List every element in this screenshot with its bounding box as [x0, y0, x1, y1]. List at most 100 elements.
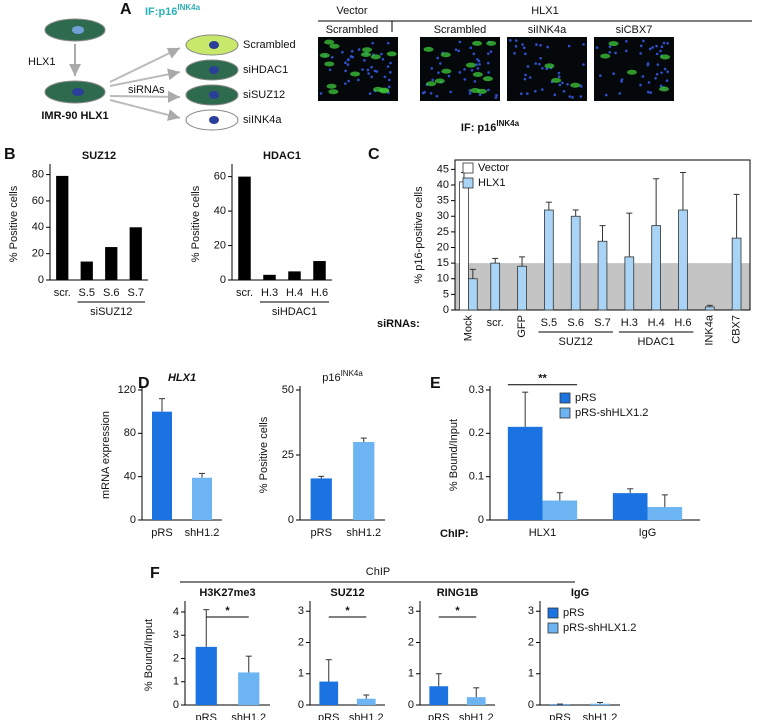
stain-dot — [570, 82, 581, 88]
x-tick-label: S.7 — [594, 317, 611, 329]
bar — [597, 240, 608, 311]
x-tick-label: HLX1 — [529, 527, 557, 539]
y-tick-label: 10 — [437, 273, 449, 285]
y-tick-label: 40 — [32, 221, 44, 233]
nucleus-dot — [620, 80, 623, 83]
stain-dot — [472, 40, 483, 46]
caption-sup: INK4a — [496, 119, 519, 128]
chart-title-text: H3K27me3 — [199, 587, 255, 599]
legend-swatch — [547, 607, 559, 619]
nucleus-dot — [522, 46, 526, 50]
image-label: Scrambled — [434, 24, 487, 36]
y-tick-label: 1 — [173, 676, 179, 688]
bar — [651, 225, 661, 311]
y-tick-label: 20 — [32, 248, 44, 260]
bar — [429, 686, 449, 705]
nucleus-dot — [370, 65, 373, 69]
bar — [678, 209, 688, 311]
nucleus-dot — [486, 61, 490, 65]
nucleus-dot — [599, 74, 602, 77]
y-tick-label: 2 — [173, 652, 179, 664]
chart-title-text: SUZ12 — [330, 587, 364, 599]
nucleus-dot — [509, 39, 512, 42]
legend-label: Vector — [478, 162, 510, 174]
x-tick-label: pRS — [196, 712, 217, 720]
y-tick-label: 1 — [408, 668, 414, 680]
nucleus-dot — [546, 45, 549, 49]
nucleus-dot — [431, 78, 434, 82]
legend-swatch — [547, 622, 559, 634]
stain-dot — [423, 46, 434, 52]
y-axis-label: % p16-positive cells — [413, 186, 425, 284]
nucleus-dot — [357, 48, 361, 51]
stain-dot — [441, 68, 452, 74]
nucleus — [209, 91, 219, 99]
bar — [238, 176, 251, 280]
x-tick-label: shH1.2 — [185, 527, 220, 539]
y-tick-label: 3 — [528, 605, 534, 617]
nucleus-dot — [388, 78, 391, 82]
y-tick-label: 2 — [528, 636, 534, 648]
nucleus-dot — [526, 65, 530, 68]
arrow — [109, 68, 181, 87]
y-tick-label: 0 — [173, 699, 179, 711]
x-tick-label: pRS — [318, 712, 339, 720]
x-tick-label: S.5 — [541, 317, 558, 329]
x-tick-label: pRS — [549, 712, 570, 720]
bar — [590, 703, 610, 705]
nucleus-dot — [494, 96, 498, 99]
nucleus-dot — [557, 75, 561, 79]
nucleus-dot — [430, 67, 434, 70]
bar — [466, 697, 486, 705]
stain-dot — [470, 88, 481, 94]
nucleus-dot — [538, 62, 541, 66]
nucleus-dot — [646, 62, 650, 65]
stain-dot — [324, 61, 335, 67]
nucleus-dot — [330, 55, 334, 59]
chart-title: SUZ12 — [330, 587, 364, 599]
nucleus-dot — [383, 75, 387, 79]
x-tick-label: shH1.2 — [346, 527, 381, 539]
y-tick-label: 0 — [443, 304, 449, 316]
stain-dot — [472, 71, 483, 77]
stain-dot — [660, 54, 671, 60]
x-tick-label: S.5 — [78, 287, 95, 299]
y-tick-label: 30 — [437, 210, 449, 222]
nucleus-dot — [478, 93, 482, 97]
y-tick-label: 0 — [408, 699, 414, 711]
nucleus-dot — [386, 65, 390, 68]
nucleus-dot — [642, 39, 645, 43]
nucleus-dot — [648, 47, 652, 51]
nucleus-dot — [381, 57, 385, 61]
nucleus-dot — [341, 50, 344, 54]
nucleus-dot — [618, 92, 622, 95]
bar — [647, 507, 683, 520]
nucleus-dot — [486, 52, 490, 55]
nucleus-dot — [371, 41, 374, 45]
y-tick-label: 0 — [130, 514, 136, 526]
condition-label: siHDAC1 — [243, 64, 288, 76]
y-axis-label: mRNA expression — [100, 411, 112, 499]
nucleus-dot — [514, 39, 518, 42]
panel-f-title: ChIP — [366, 566, 390, 578]
nucleus-dot — [558, 83, 562, 87]
nucleus-dot — [534, 89, 537, 93]
arrow — [109, 47, 181, 83]
nucleus-dot — [344, 61, 347, 65]
nucleus-dot — [495, 94, 498, 97]
y-axis-label: % Bound/Input — [143, 619, 155, 691]
x-tick-label: shH1.2 — [349, 712, 384, 720]
nucleus-dot — [435, 94, 439, 98]
nucleus-dot — [651, 46, 654, 49]
y-tick-label: 25 — [437, 226, 449, 238]
nucleus-dot — [524, 73, 527, 77]
x-tick-label: S.6 — [103, 287, 120, 299]
image-caption: IF: p16INK4a — [461, 119, 520, 134]
stain-label-text: IF:p16 — [145, 6, 177, 18]
stain-dot — [362, 47, 373, 53]
chart-title: HDAC1 — [263, 150, 301, 162]
panel-label: C — [368, 146, 380, 163]
x-tick-label: H.6 — [674, 317, 691, 329]
nucleus-dot — [582, 43, 585, 46]
nucleus-dot — [649, 91, 653, 94]
